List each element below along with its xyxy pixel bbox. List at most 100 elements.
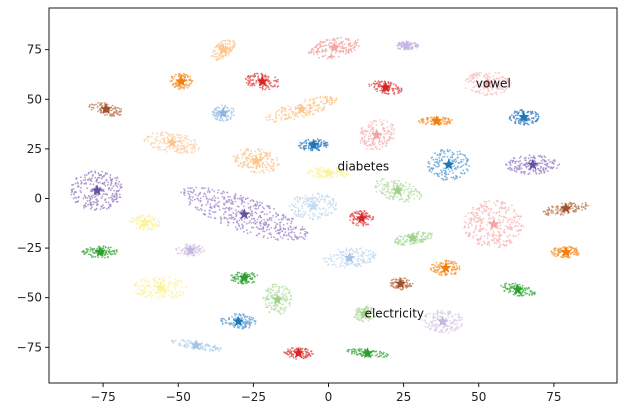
scatter-point (257, 77, 259, 79)
scatter-point (245, 222, 248, 225)
scatter-point (442, 169, 445, 172)
scatter-point (324, 201, 326, 204)
scatter-point (267, 115, 270, 118)
scatter-point (114, 253, 117, 255)
scatter-point (111, 198, 114, 201)
scatter-point (234, 200, 237, 203)
scatter-point (332, 201, 335, 204)
scatter-point (333, 208, 336, 210)
scatter-point (506, 221, 509, 224)
scatter-point (365, 142, 368, 145)
scatter-point (248, 77, 251, 80)
scatter-point (436, 158, 439, 161)
scatter-point (151, 294, 154, 297)
scatter-point (255, 167, 258, 170)
scatter-point (229, 213, 232, 216)
scatter-point (390, 180, 393, 183)
scatter-point (261, 202, 263, 205)
scatter-point (572, 210, 575, 213)
scatter-point (309, 198, 312, 200)
scatter-point (115, 248, 118, 251)
cluster-points (70, 170, 123, 211)
scatter-point (341, 174, 344, 177)
scatter-point (259, 156, 262, 159)
scatter-point (241, 201, 244, 204)
scatter-point (337, 55, 340, 58)
scatter-point (274, 221, 276, 224)
scatter-point (483, 235, 486, 237)
scatter-point (192, 146, 195, 149)
scatter-point (540, 160, 543, 162)
scatter-point (332, 37, 335, 40)
scatter-point (220, 220, 223, 223)
scatter-point (260, 228, 263, 230)
scatter-point (263, 207, 265, 210)
scatter-point (378, 190, 381, 192)
scatter-point (490, 207, 493, 210)
scatter-point (426, 236, 429, 239)
scatter-point (195, 143, 198, 146)
scatter-point (318, 149, 320, 152)
scatter-point (479, 216, 481, 219)
scatter-point (345, 50, 348, 53)
scatter-point (92, 183, 95, 186)
scatter-point (312, 51, 315, 53)
scatter-point (333, 99, 336, 102)
scatter-point (73, 193, 75, 196)
scatter-point (97, 194, 100, 196)
scatter-point (453, 164, 456, 167)
scatter-point (247, 206, 250, 209)
scatter-point (365, 212, 368, 214)
scatter-point (300, 147, 303, 150)
scatter-point (441, 174, 443, 176)
scatter-point (109, 174, 112, 176)
scatter-point (298, 215, 301, 218)
scatter-point (218, 42, 221, 45)
scatter-point (410, 190, 412, 193)
scatter-point (171, 146, 174, 149)
scatter-point (413, 232, 415, 235)
scatter-point (427, 232, 430, 235)
scatter-point (358, 257, 360, 260)
scatter-point (345, 170, 348, 173)
scatter-point (386, 142, 388, 145)
scatter-point (113, 189, 115, 192)
scatter-point (335, 98, 338, 100)
scatter-point (236, 220, 239, 222)
scatter-point (155, 146, 158, 149)
scatter-point (88, 199, 91, 202)
scatter-point (263, 213, 266, 216)
scatter-point (398, 184, 401, 187)
scatter-point (213, 190, 216, 193)
scatter-point (330, 259, 333, 262)
scatter-point (183, 86, 186, 89)
scatter-point (108, 250, 110, 253)
scatter-point (432, 163, 435, 166)
scatter-point (115, 251, 118, 253)
scatter-point (284, 110, 287, 113)
scatter-point (87, 179, 90, 181)
scatter-point (310, 149, 312, 152)
scatter-point (485, 73, 488, 76)
scatter-point (325, 144, 327, 147)
scatter-point (338, 50, 341, 53)
scatter-point (315, 173, 318, 176)
scatter-point (500, 202, 503, 204)
scatter-point (379, 136, 382, 139)
scatter-point (221, 104, 223, 107)
scatter-point (254, 207, 256, 210)
scatter-point (180, 279, 182, 282)
scatter-point (447, 150, 450, 153)
scatter-point (268, 118, 271, 121)
scatter-point (414, 42, 416, 45)
scatter-point (584, 201, 587, 204)
scatter-point (333, 260, 336, 263)
scatter-point (161, 295, 164, 297)
scatter-point (149, 221, 152, 224)
scatter-point (452, 172, 454, 175)
scatter-point (203, 250, 206, 252)
scatter-point (441, 171, 443, 173)
scatter-point (437, 161, 440, 164)
scatter-point (557, 207, 559, 210)
scatter-point (115, 179, 118, 182)
